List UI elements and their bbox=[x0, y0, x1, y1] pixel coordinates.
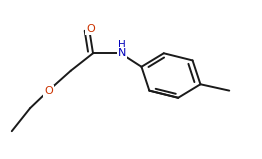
Text: O: O bbox=[44, 86, 53, 96]
Text: N: N bbox=[118, 48, 126, 58]
Text: O: O bbox=[86, 24, 95, 34]
Text: H: H bbox=[118, 40, 126, 50]
